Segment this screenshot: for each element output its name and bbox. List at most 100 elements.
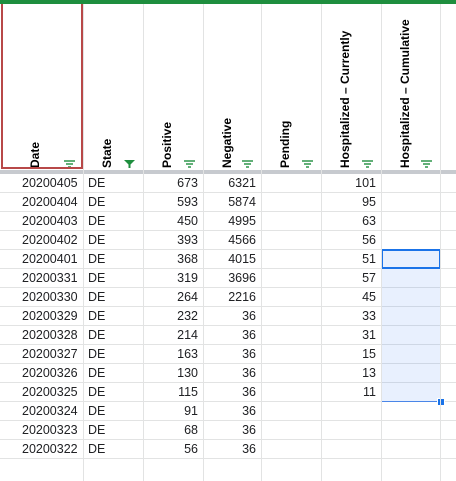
cell-positive[interactable]: 56	[184, 442, 198, 456]
cell-negative[interactable]: 4566	[228, 233, 256, 247]
cell-date[interactable]: 20200330	[22, 290, 78, 304]
cell-pending[interactable]	[262, 421, 316, 440]
cell-hosp_cur[interactable]: 33	[362, 309, 376, 323]
cell-pending[interactable]	[262, 174, 316, 193]
cell-hosp_cur[interactable]: 57	[362, 271, 376, 285]
cell-date[interactable]: 20200322	[22, 442, 78, 456]
cell-hosp_cum[interactable]	[382, 193, 435, 212]
cell-negative[interactable]: 36	[242, 423, 256, 437]
fill-handle[interactable]	[437, 398, 445, 406]
cell-negative[interactable]: 4995	[228, 214, 256, 228]
cell-date[interactable]: 20200323	[22, 423, 78, 437]
cell-hosp_cur[interactable]: 63	[362, 214, 376, 228]
cell-positive[interactable]: 673	[177, 176, 198, 190]
cell-positive[interactable]: 91	[184, 404, 198, 418]
cell-date[interactable]: 20200405	[22, 176, 78, 190]
cell-date[interactable]: 20200326	[22, 366, 78, 380]
cell-state[interactable]: DE	[88, 195, 106, 209]
header-hosp_cur[interactable]: Hospitalized – Currently	[322, 4, 382, 170]
cell-hosp_cum[interactable]	[382, 421, 435, 440]
cell-hosp_cur[interactable]	[322, 421, 376, 440]
cell-negative[interactable]: 36	[242, 328, 256, 342]
cell-pending[interactable]	[262, 288, 316, 307]
filter-icon[interactable]	[302, 160, 313, 168]
filter-active-icon[interactable]	[124, 160, 135, 168]
cell-state[interactable]: DE	[88, 366, 106, 380]
cell-state[interactable]: DE	[88, 271, 106, 285]
cell-state[interactable]: DE	[88, 404, 106, 418]
cell-pending[interactable]	[262, 193, 316, 212]
cell-hosp_cum[interactable]	[382, 440, 435, 459]
cell-negative[interactable]: 2216	[228, 290, 256, 304]
cell-date[interactable]: 20200324	[22, 404, 78, 418]
cell-pending[interactable]	[262, 250, 316, 269]
cell-hosp_cum[interactable]	[382, 402, 435, 421]
cell-state[interactable]: DE	[88, 233, 106, 247]
cell-date[interactable]: 20200404	[22, 195, 78, 209]
cell-date[interactable]: 20200402	[22, 233, 78, 247]
cell-pending[interactable]	[262, 383, 316, 402]
cell-state[interactable]: DE	[88, 176, 106, 190]
cell-date[interactable]: 20200331	[22, 271, 78, 285]
cell-hosp_cum[interactable]	[382, 231, 435, 250]
cell-negative[interactable]: 4015	[228, 252, 256, 266]
cell-date[interactable]: 20200401	[22, 252, 78, 266]
cell-hosp_cur[interactable]: 101	[355, 176, 376, 190]
header-hosp_cum[interactable]: Hospitalized – Cumulative	[382, 4, 441, 170]
cell-pending[interactable]	[262, 326, 316, 345]
cell-positive[interactable]: 68	[184, 423, 198, 437]
cell-positive[interactable]: 232	[177, 309, 198, 323]
cell-hosp_cur[interactable]: 13	[362, 366, 376, 380]
selected-range[interactable]	[381, 249, 441, 402]
cell-hosp_cum[interactable]	[382, 174, 435, 193]
cell-positive[interactable]: 264	[177, 290, 198, 304]
cell-hosp_cur[interactable]	[322, 440, 376, 459]
filter-icon[interactable]	[362, 160, 373, 168]
cell-pending[interactable]	[262, 364, 316, 383]
cell-negative[interactable]: 6321	[228, 176, 256, 190]
cell-pending[interactable]	[262, 269, 316, 288]
cell-hosp_cur[interactable]	[322, 402, 376, 421]
cell-positive[interactable]: 163	[177, 347, 198, 361]
spreadsheet-grid[interactable]: Date State Positive Negative Pending Hospital…	[0, 4, 456, 481]
cell-hosp_cur[interactable]: 15	[362, 347, 376, 361]
cell-positive[interactable]: 450	[177, 214, 198, 228]
cell-negative[interactable]: 5874	[228, 195, 256, 209]
cell-hosp_cur[interactable]: 45	[362, 290, 376, 304]
cell-hosp_cur[interactable]: 11	[363, 385, 376, 399]
cell-state[interactable]: DE	[88, 252, 106, 266]
cell-positive[interactable]: 214	[177, 328, 198, 342]
cell-pending[interactable]	[262, 402, 316, 421]
cell-positive[interactable]: 115	[178, 385, 198, 399]
cell-hosp_cur[interactable]: 51	[362, 252, 376, 266]
cell-pending[interactable]	[262, 345, 316, 364]
cell-positive[interactable]: 393	[177, 233, 198, 247]
header-state[interactable]: State	[84, 4, 144, 170]
cell-state[interactable]: DE	[88, 290, 106, 304]
cell-negative[interactable]: 36	[242, 385, 256, 399]
header-next[interactable]: In ICU – Currently	[441, 4, 456, 170]
cell-pending[interactable]	[262, 440, 316, 459]
filter-icon[interactable]	[421, 160, 432, 168]
header-positive[interactable]: Positive	[144, 4, 204, 170]
cell-state[interactable]: DE	[88, 214, 106, 228]
filter-icon[interactable]	[242, 160, 253, 168]
cell-state[interactable]: DE	[88, 347, 106, 361]
cell-negative[interactable]: 3696	[228, 271, 256, 285]
cell-pending[interactable]	[262, 307, 316, 326]
cell-hosp_cur[interactable]: 56	[362, 233, 376, 247]
cell-negative[interactable]: 36	[242, 366, 256, 380]
header-negative[interactable]: Negative	[204, 4, 262, 170]
cell-state[interactable]: DE	[88, 385, 106, 399]
cell-state[interactable]: DE	[88, 442, 106, 456]
cell-state[interactable]: DE	[88, 328, 106, 342]
active-cell[interactable]	[381, 249, 441, 269]
cell-positive[interactable]: 368	[177, 252, 198, 266]
cell-state[interactable]: DE	[88, 423, 106, 437]
cell-positive[interactable]: 593	[177, 195, 198, 209]
cell-pending[interactable]	[262, 231, 316, 250]
cell-positive[interactable]: 319	[177, 271, 198, 285]
filter-icon[interactable]	[184, 160, 195, 168]
cell-date[interactable]: 20200325	[22, 385, 78, 399]
cell-negative[interactable]: 36	[242, 442, 256, 456]
